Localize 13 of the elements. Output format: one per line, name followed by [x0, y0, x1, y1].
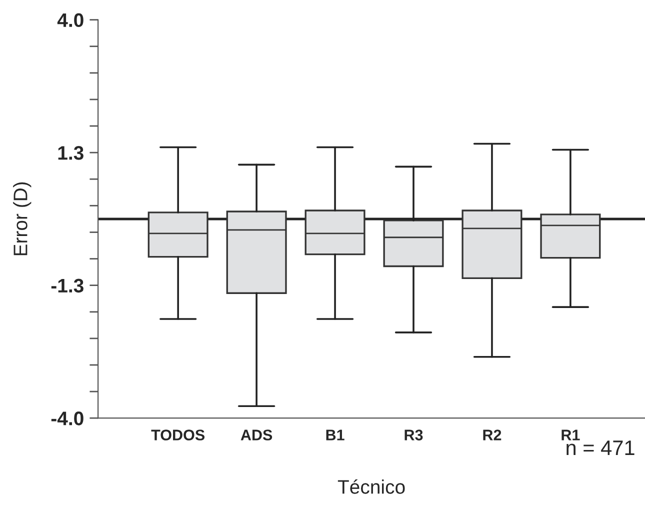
x-axis-title: Técnico [338, 479, 405, 494]
x-tick-label: R3 [404, 430, 423, 440]
x-tick-label: TODOS [151, 430, 205, 440]
y-tick-label: 1.3 [58, 146, 84, 160]
y-axis-title: Error (D) [13, 182, 32, 256]
y-tick-label: 4.0 [57, 13, 84, 28]
x-tick-label: R2 [483, 430, 502, 440]
x-tick-label: ADS [240, 430, 272, 440]
y-tick-label: -4.0 [51, 412, 84, 426]
y-tick-label: -1.3 [51, 278, 84, 293]
text: n = 471 [566, 440, 634, 455]
x-tick-label: B1 [326, 430, 344, 440]
x-tick-label: R1 [562, 430, 580, 440]
